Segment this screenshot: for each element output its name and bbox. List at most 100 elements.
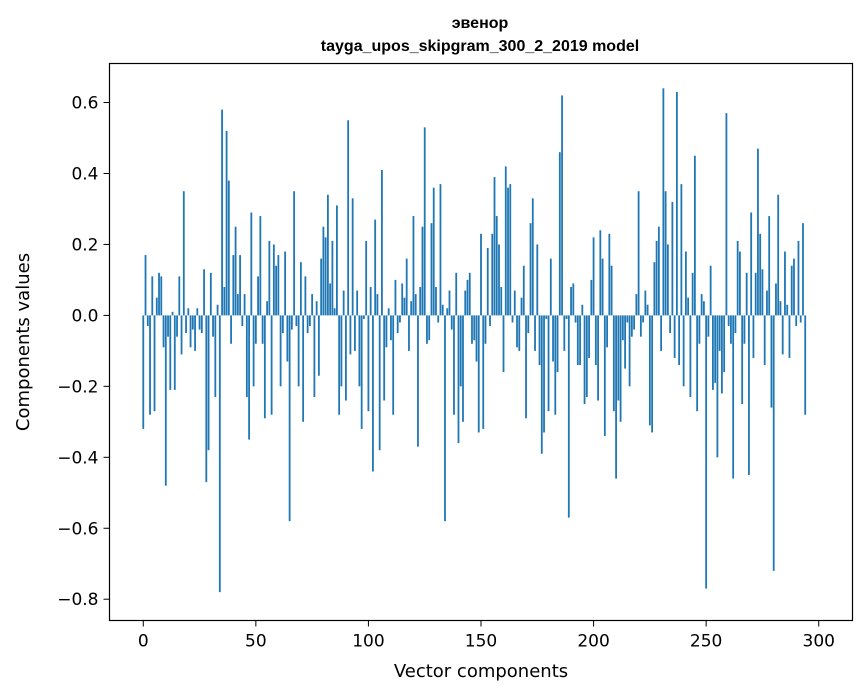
y-tick-label: 0.0: [71, 306, 98, 326]
bar: [414, 294, 417, 316]
bar: [682, 315, 685, 387]
bar: [286, 315, 289, 362]
chart-title: эвенор: [452, 15, 509, 32]
bar: [367, 315, 370, 412]
bar: [655, 240, 658, 316]
bar: [781, 315, 784, 355]
bar: [268, 240, 271, 316]
bar: [412, 216, 415, 316]
bar: [673, 315, 676, 358]
bar: [144, 255, 147, 316]
bar: [198, 315, 201, 330]
bar: [660, 315, 663, 351]
bar: [804, 315, 807, 415]
bar: [304, 276, 307, 316]
bar: [583, 315, 586, 405]
bar: [230, 315, 232, 344]
bar: [257, 276, 259, 316]
bar: [374, 219, 377, 316]
bar: [331, 240, 334, 316]
bar: [189, 315, 192, 348]
bar: [369, 287, 372, 316]
bar: [142, 315, 145, 429]
bar: [182, 191, 185, 316]
bar: [493, 177, 496, 316]
bar: [426, 315, 428, 344]
bar: [342, 290, 345, 316]
bar: [547, 315, 550, 412]
bar: [372, 315, 374, 472]
bar: [705, 315, 708, 589]
bar: [462, 315, 464, 422]
bar: [306, 315, 309, 334]
bar: [277, 255, 280, 316]
bar: [399, 315, 401, 323]
x-tick-label: 50: [245, 632, 267, 652]
bar: [351, 198, 354, 316]
bar: [317, 315, 320, 376]
bar: [464, 290, 467, 316]
bar: [360, 315, 363, 429]
bar: [698, 315, 701, 344]
bar: [518, 315, 521, 351]
bar: [288, 315, 291, 522]
bar: [241, 315, 244, 327]
bar: [741, 315, 744, 405]
bar: [297, 315, 300, 387]
bar: [594, 315, 597, 366]
bar: [554, 315, 557, 415]
bar: [556, 315, 559, 373]
bar: [387, 308, 390, 316]
bar: [630, 315, 633, 337]
bar: [345, 315, 347, 401]
bar: [250, 212, 253, 316]
bar: [612, 315, 615, 412]
bar: [450, 315, 453, 330]
x-tick-label: 300: [803, 632, 835, 652]
bar: [194, 315, 196, 351]
bar: [187, 308, 190, 316]
bar: [522, 265, 525, 316]
bar: [784, 251, 786, 316]
bar: [777, 194, 780, 316]
bar: [750, 212, 753, 316]
bar: [473, 315, 476, 341]
bar: [531, 198, 534, 316]
bar: [579, 315, 581, 366]
bar: [788, 315, 791, 358]
bar: [160, 276, 163, 316]
bar: [725, 113, 728, 316]
bar: [243, 294, 246, 316]
bar: [358, 315, 361, 387]
bar: [754, 272, 757, 316]
bar: [279, 315, 282, 387]
bar: [437, 315, 440, 323]
bar: [621, 315, 624, 341]
x-tick-label: 200: [577, 632, 609, 652]
bar: [270, 315, 273, 415]
bar: [700, 294, 703, 316]
bar: [216, 304, 219, 316]
bar: [504, 166, 507, 316]
bar: [664, 191, 667, 316]
bar: [423, 127, 426, 316]
bar: [743, 315, 746, 344]
bar: [203, 269, 205, 316]
bar: [459, 315, 462, 387]
bar: [723, 315, 726, 373]
bar: [176, 315, 178, 337]
bar: [153, 315, 156, 412]
bar: [797, 240, 800, 316]
bar: [626, 315, 629, 323]
bar: [624, 315, 626, 369]
bar: [766, 290, 768, 316]
bar: [732, 315, 735, 479]
bar: [536, 244, 539, 316]
bar: [691, 272, 694, 316]
bar: [545, 315, 548, 319]
bar: [290, 315, 293, 330]
bar: [347, 120, 350, 316]
bar: [180, 315, 183, 355]
bar: [225, 130, 228, 316]
